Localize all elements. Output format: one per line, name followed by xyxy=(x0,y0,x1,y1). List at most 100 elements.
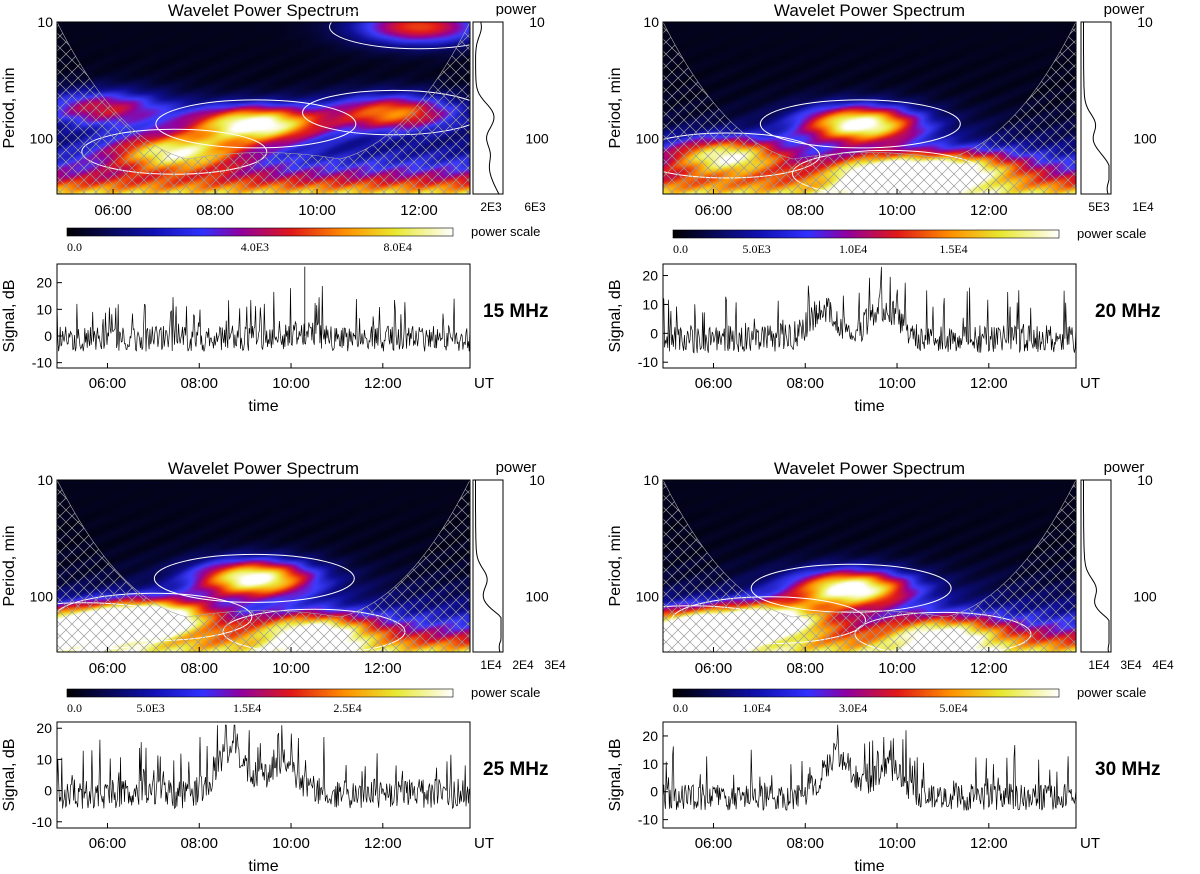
period-tick-label-right: 10 xyxy=(1137,472,1153,488)
power-title: power xyxy=(496,459,537,476)
period-tick-label: 100 xyxy=(30,588,54,604)
signal-trace xyxy=(56,724,471,810)
signal-ytick-label: -10 xyxy=(32,814,52,830)
period-tick-label-right: 10 xyxy=(529,14,545,30)
color-scale-tick-label: 0.0 xyxy=(673,242,688,256)
color-scale-tick-label: 0.0 xyxy=(67,240,82,254)
signal-xtick-label: 10:00 xyxy=(272,835,310,852)
period-tick-label: 10 xyxy=(643,472,659,488)
color-scale-tick-label: 1.5E4 xyxy=(939,242,967,256)
time-axis-label: time xyxy=(248,398,278,415)
frequency-label: 15 MHz xyxy=(483,301,548,322)
significance-contour xyxy=(329,4,510,50)
signal-xtick-label: 12:00 xyxy=(970,375,1008,392)
time-tick-label: 06:00 xyxy=(695,660,733,677)
power-title: power xyxy=(1104,459,1145,476)
global-power-curve xyxy=(1083,480,1110,653)
color-scale-tick-label: 0.0 xyxy=(673,701,688,715)
time-axis-label: time xyxy=(854,398,884,415)
signal-trace xyxy=(56,285,471,352)
period-tick-label: 100 xyxy=(636,588,660,604)
signal-trace xyxy=(662,724,1077,811)
color-scale-tick-label: 5.0E3 xyxy=(136,701,164,715)
heatmap-frame xyxy=(56,21,471,195)
wps-title: Wavelet Power Spectrum xyxy=(774,1,965,20)
time-axis-label: time xyxy=(854,858,884,874)
power-scale-label: power scale xyxy=(471,685,540,700)
heatmap-frame xyxy=(662,479,1077,653)
color-scale-bar xyxy=(66,227,454,237)
period-tick-label-right: 100 xyxy=(525,588,549,604)
color-scale-tick-label: 1.0E4 xyxy=(839,242,867,256)
signal-ytick-label: 10 xyxy=(642,296,658,312)
signal-ytick-label: 0 xyxy=(650,784,658,800)
period-tick-label-right: 100 xyxy=(1133,588,1157,604)
global-power-curve xyxy=(475,480,502,653)
ut-label: UT xyxy=(1080,375,1100,392)
signal-ytick-label: -10 xyxy=(638,812,658,828)
time-tick-label: 06:00 xyxy=(695,202,733,219)
signal-xtick-label: 10:00 xyxy=(272,375,310,392)
heatmap-frame xyxy=(662,21,1077,195)
signal-ytick-label: -10 xyxy=(32,355,52,371)
power-panel xyxy=(472,21,504,195)
signal-ytick-label: -10 xyxy=(638,354,658,370)
signal-axis-label: Signal, dB xyxy=(607,280,624,353)
wps-title: Wavelet Power Spectrum xyxy=(168,459,359,478)
signal-xtick-label: 10:00 xyxy=(878,835,916,852)
signal-ytick-label: 10 xyxy=(642,756,658,772)
signal-xtick-label: 08:00 xyxy=(786,375,824,392)
power-tick-label: 5E3 xyxy=(1088,200,1110,214)
signal-ytick-label: 20 xyxy=(36,275,52,291)
power-scale-label: power scale xyxy=(1077,226,1146,241)
signal-xtick-label: 08:00 xyxy=(180,835,218,852)
power-panel xyxy=(1080,21,1112,195)
signal-xtick-label: 12:00 xyxy=(970,835,1008,852)
cone-of-influence xyxy=(56,479,471,653)
color-scale-tick-label: 2.5E4 xyxy=(333,701,361,715)
color-scale-tick-label: 8.0E4 xyxy=(384,240,412,254)
power-tick-label: 2E4 xyxy=(512,658,534,672)
power-tick-label: 6E3 xyxy=(524,200,546,214)
signal-xtick-label: 06:00 xyxy=(89,835,127,852)
cone-of-influence xyxy=(662,21,1077,195)
time-tick-label: 10:00 xyxy=(298,202,336,219)
color-scale-tick-label: 5.0E4 xyxy=(939,701,967,715)
period-axis-label: Period, min xyxy=(607,526,624,607)
period-axis-label: Period, min xyxy=(1,68,18,149)
power-tick-label: 2E3 xyxy=(480,200,502,214)
time-tick-label: 08:00 xyxy=(786,202,824,219)
time-tick-label: 10:00 xyxy=(878,202,916,219)
color-scale-tick-label: 5.0E3 xyxy=(742,242,770,256)
signal-xtick-label: 12:00 xyxy=(364,835,402,852)
signal-xtick-label: 06:00 xyxy=(695,835,733,852)
signal-xtick-label: 12:00 xyxy=(364,375,402,392)
power-tick-label: 1E4 xyxy=(1088,658,1110,672)
power-panel xyxy=(472,479,504,653)
cone-of-influence xyxy=(662,479,1077,653)
significance-contour xyxy=(153,553,355,603)
power-title: power xyxy=(496,1,537,18)
signal-xtick-label: 06:00 xyxy=(89,375,127,392)
period-axis-label: Period, min xyxy=(607,68,624,149)
signal-frame xyxy=(56,263,471,369)
color-scale-tick-label: 1.0E4 xyxy=(742,701,770,715)
time-tick-label: 10:00 xyxy=(878,660,916,677)
period-tick-label-right: 10 xyxy=(529,472,545,488)
signal-ytick-label: 20 xyxy=(36,720,52,736)
signal-ytick-label: 0 xyxy=(650,325,658,341)
ut-label: UT xyxy=(474,375,494,392)
signal-ytick-label: 20 xyxy=(642,728,658,744)
frequency-label: 25 MHz xyxy=(483,759,548,780)
signal-ytick-label: 0 xyxy=(44,783,52,799)
time-tick-label: 10:00 xyxy=(272,660,310,677)
time-tick-label: 12:00 xyxy=(400,202,438,219)
power-tick-label: 1E4 xyxy=(480,658,502,672)
color-scale-tick-label: 4.0E3 xyxy=(241,240,269,254)
signal-axis-label: Signal, dB xyxy=(607,739,624,812)
time-tick-label: 12:00 xyxy=(970,202,1008,219)
power-scale-label: power scale xyxy=(471,224,540,239)
color-scale-tick-label: 1.5E4 xyxy=(233,701,261,715)
